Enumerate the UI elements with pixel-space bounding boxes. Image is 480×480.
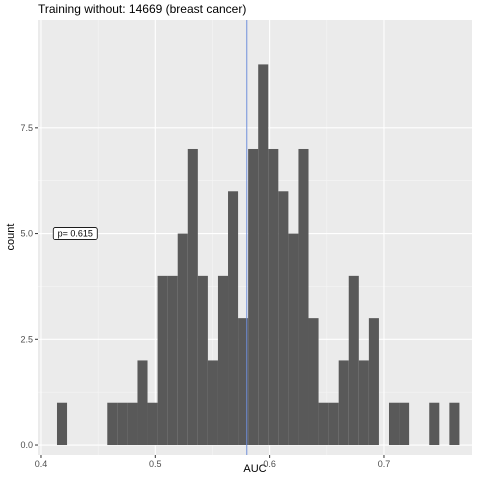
x-tick-label: 0.6 [263,459,276,469]
bar [258,64,269,446]
bar [388,402,400,446]
bar [127,402,138,446]
y-tick-label: 2.5 [20,334,33,344]
bar [157,275,168,446]
y-tick-label: 5.0 [20,229,33,239]
bar [318,402,329,446]
bar [167,275,178,446]
bar [298,148,309,446]
bar [56,402,68,446]
bar [268,148,279,446]
bar [449,402,460,446]
bar [187,148,198,446]
bar [228,191,239,446]
annotation-box [52,227,98,240]
bar [358,360,369,446]
x-tick-label: 0.5 [149,459,162,469]
bar [177,233,188,446]
bar [368,318,379,446]
bar [238,318,249,446]
x-tick-label: 0.7 [378,459,391,469]
annotation: p= 0.615 [52,227,98,240]
bar [338,360,349,446]
chart-title: Training without: 14669 (breast cancer) [38,2,246,16]
bar [117,402,128,446]
bar [147,402,158,446]
bar [348,275,359,446]
y-axis-label: count [5,224,17,251]
bar [137,360,148,446]
annotation-text: p= 0.615 [58,229,93,239]
bar [278,191,289,446]
bar [217,275,229,446]
bar [197,275,208,446]
y-tick-label: 0.0 [20,440,33,450]
bar [429,402,440,446]
x-tick-label: 0.4 [35,459,48,469]
y-tick-label: 7.5 [20,123,33,133]
bar [248,148,259,446]
bar [328,402,339,446]
bar [107,402,118,446]
bar [308,318,319,446]
bar [207,360,218,446]
bar [288,233,299,446]
x-axis-label: AUC [243,463,266,475]
bar [399,402,410,446]
